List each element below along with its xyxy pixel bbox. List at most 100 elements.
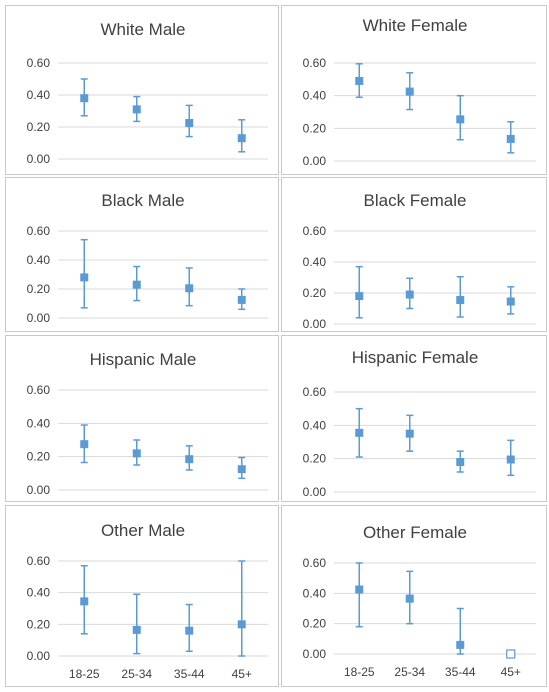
y-tick-label: 0.20: [27, 450, 51, 464]
data-point: [506, 297, 515, 306]
data-point: [80, 440, 89, 449]
data-point: [185, 626, 194, 635]
data-point: [132, 449, 141, 458]
data-point: [132, 105, 141, 114]
data-point: [456, 458, 465, 466]
data-point: [405, 594, 414, 603]
chart-svg: White Female 0.00 0.20 0.40 0.60: [303, 16, 536, 168]
y-tick-label: 0.40: [27, 586, 51, 600]
y-tick-label: 0.00: [303, 485, 327, 499]
data-point: [506, 455, 515, 464]
data-point: [237, 295, 246, 304]
y-tick-label: 0.60: [303, 556, 327, 570]
x-tick-label: 45+: [501, 665, 521, 679]
y-tick-label: 0.60: [303, 385, 327, 399]
y-tick-label: 0.60: [27, 554, 51, 568]
y-tick-label: 0.60: [27, 383, 51, 397]
data-point: [80, 597, 89, 606]
chart-svg: Hispanic Male 0.00 0.20 0.40 0.60: [27, 350, 268, 497]
data-point: [185, 119, 194, 127]
data-point: [237, 465, 246, 474]
chart-title: White Female: [363, 16, 468, 35]
data-point: [405, 429, 414, 438]
y-tick-label: 0.40: [303, 255, 327, 269]
error-bar: [355, 562, 363, 628]
y-tick-label: 0.60: [303, 56, 327, 70]
chart-title: White Male: [100, 20, 185, 39]
chart-panel: White Male 0.00 0.20 0.40 0.60: [5, 5, 279, 175]
data-point: [355, 76, 364, 85]
y-tick-label: 0.60: [27, 56, 51, 70]
chart-title: Other Female: [363, 523, 467, 542]
y-tick-label: 0.40: [27, 88, 51, 102]
data-point: [355, 292, 364, 301]
chart-panel: Hispanic Male 0.00 0.20 0.40 0.60: [5, 335, 279, 502]
y-tick-label: 0.00: [27, 311, 51, 325]
data-point: [237, 620, 246, 629]
y-tick-label: 0.20: [303, 452, 327, 466]
data-point: [355, 428, 364, 437]
data-point: [185, 455, 194, 464]
y-tick-label: 0.00: [27, 483, 51, 497]
error-bar: [133, 593, 141, 655]
chart-title: Hispanic Male: [90, 350, 197, 369]
chart-panel: Hispanic Female 0.00 0.20 0.40 0.60: [281, 335, 547, 502]
y-tick-label: 0.20: [303, 617, 327, 631]
chart-title: Other Male: [101, 521, 185, 540]
chart-svg: Other Male 0.00 0.20 0.40 0.60 18-25 25-34 35-4…: [27, 521, 268, 681]
y-tick-label: 0.00: [303, 154, 327, 168]
data-point: [405, 290, 414, 299]
y-tick-label: 0.20: [27, 120, 51, 134]
y-tick-label: 0.00: [27, 649, 51, 663]
y-tick-label: 0.40: [27, 416, 51, 430]
x-tick-label: 25-34: [121, 667, 152, 681]
data-point: [185, 284, 194, 293]
x-tick-label: 25-34: [394, 665, 425, 679]
chart-svg: Black Female 0.00 0.20 0.40 0.60: [303, 191, 536, 331]
chart-svg: White Male 0.00 0.20 0.40 0.60: [27, 20, 268, 166]
y-tick-label: 0.20: [27, 617, 51, 631]
y-tick-label: 0.00: [303, 317, 327, 331]
chart-svg: Black Male 0.00 0.20 0.40 0.60: [27, 191, 268, 325]
data-point: [80, 94, 89, 103]
data-point: [237, 134, 246, 143]
y-tick-label: 0.40: [303, 586, 327, 600]
chart-svg: Other Female 0.00 0.20 0.40 0.60 18-25 25-34 35…: [303, 523, 536, 679]
data-point: [132, 280, 141, 289]
y-tick-label: 0.00: [303, 647, 327, 661]
x-tick-label: 45+: [232, 667, 252, 681]
x-tick-label: 35-44: [445, 665, 476, 679]
y-tick-label: 0.40: [27, 253, 51, 267]
x-tick-label: 18-25: [344, 665, 375, 679]
data-point: [405, 87, 414, 96]
y-tick-label: 0.00: [27, 152, 51, 166]
y-tick-label: 0.40: [303, 89, 327, 103]
chart-svg: Hispanic Female 0.00 0.20 0.40 0.60: [303, 348, 536, 499]
x-tick-label: 18-25: [69, 667, 100, 681]
y-tick-label: 0.60: [27, 224, 51, 238]
y-tick-label: 0.20: [303, 286, 327, 300]
error-bar: [238, 560, 246, 657]
chart-panel: Black Male 0.00 0.20 0.40 0.60: [5, 177, 279, 332]
chart-panel: Black Female 0.00 0.20 0.40 0.60: [281, 177, 547, 332]
data-point: [456, 295, 465, 304]
data-point: [355, 585, 364, 594]
y-tick-label: 0.60: [303, 224, 327, 238]
chart-title: Black Male: [101, 191, 184, 210]
data-point: [456, 640, 465, 649]
data-point: [506, 134, 515, 143]
data-point: [132, 625, 141, 634]
y-tick-label: 0.40: [303, 418, 327, 432]
x-tick-label: 35-44: [174, 667, 205, 681]
data-point: [456, 115, 465, 124]
chart-panel: Other Male 0.00 0.20 0.40 0.60 18-25 25-34 35-4…: [5, 505, 279, 687]
chart-panel: Other Female 0.00 0.20 0.40 0.60 18-25 25-34 35…: [281, 505, 547, 687]
y-tick-label: 0.20: [303, 121, 327, 135]
data-point: [506, 649, 516, 659]
chart-panel: White Female 0.00 0.20 0.40 0.60: [281, 5, 547, 175]
y-tick-label: 0.20: [27, 282, 51, 296]
chart-title: Hispanic Female: [352, 348, 479, 367]
chart-title: Black Female: [364, 191, 467, 210]
data-point: [80, 273, 89, 282]
